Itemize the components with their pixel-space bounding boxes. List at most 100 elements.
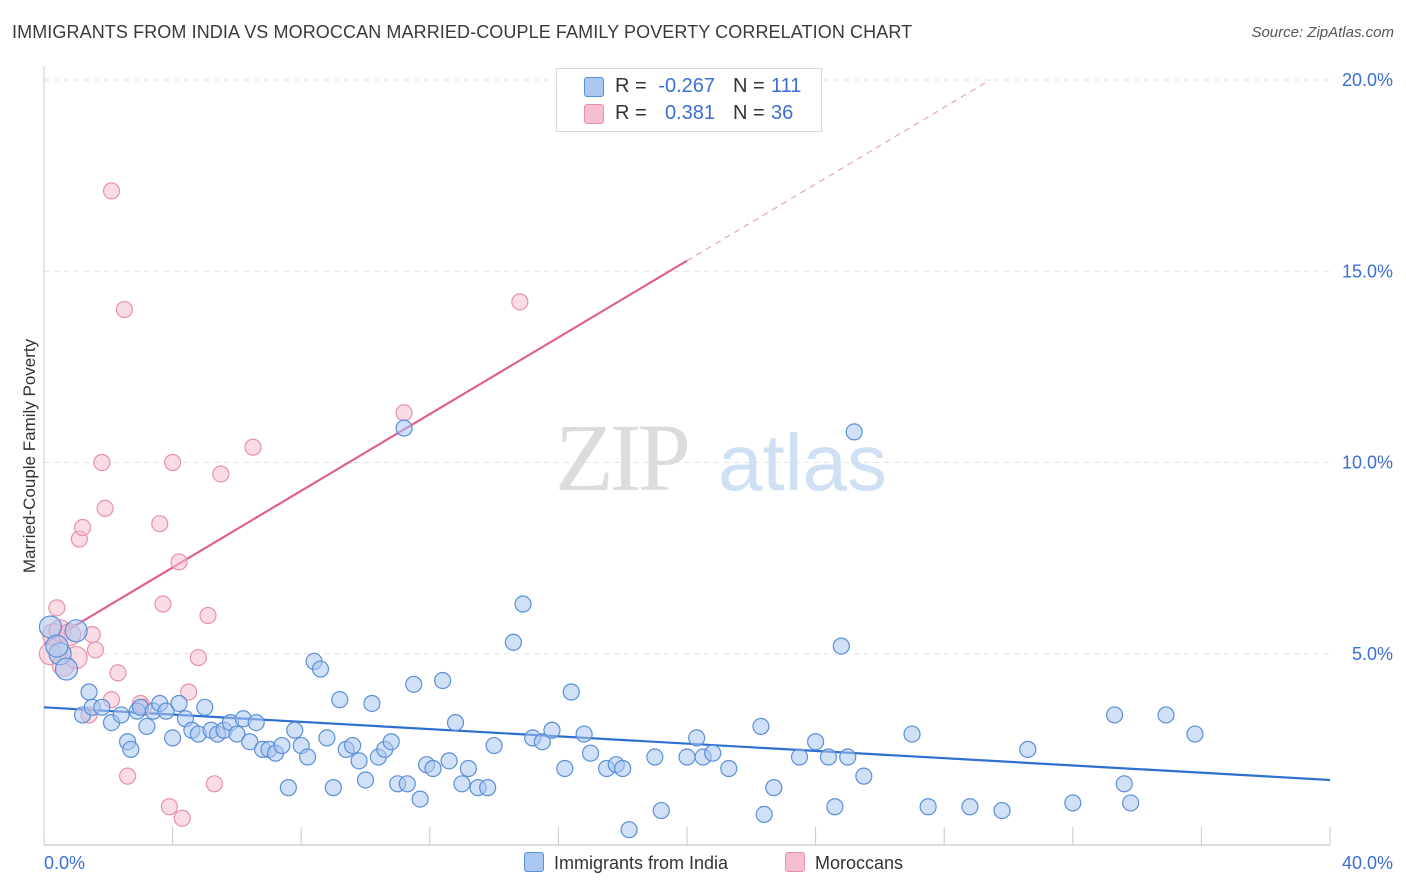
moroccan-point [244,438,262,456]
india-point [832,637,850,655]
india-point [164,729,182,747]
india-points [38,419,1204,839]
india-point [752,717,770,736]
moroccan-point [109,664,127,682]
india-point [678,748,696,766]
india-point [556,759,574,778]
chart-source: Source: ZipAtlas.com [1251,24,1394,41]
india-point [344,736,362,755]
y-tick-label: 5.0% [1352,644,1393,664]
india-point [453,775,471,793]
india-point [1064,794,1082,812]
grid-lines [44,79,1330,655]
india-point [356,771,375,789]
india-point [903,725,921,743]
india-point [614,759,632,778]
india-point [845,423,863,441]
legend-moroccan-label: Moroccans [815,853,904,873]
india-point [196,698,214,716]
india-point [993,801,1011,820]
india-point [247,713,265,732]
india-point [405,675,423,693]
moroccan-point [93,453,111,472]
india-point [279,779,297,797]
moroccan-point [189,648,207,667]
india-point [363,694,381,713]
india-point [620,821,638,839]
axes [43,66,1331,846]
india-point [1019,740,1037,758]
india-point [324,779,342,797]
y-tick-label: 10.0% [1342,453,1393,473]
india-point [806,733,825,751]
india-point [720,759,738,778]
india-point [318,729,336,747]
india-point [459,759,477,778]
india-point [93,698,111,716]
india-point [855,767,873,785]
india-point [1157,706,1175,724]
india-point [826,798,844,816]
watermark: ZIP atlas [555,404,887,511]
moroccan-point [115,300,133,319]
moroccan-point [48,599,66,617]
india-point [961,798,979,816]
india-n-value: 111 [771,75,802,97]
y-tick-label: 20.0% [1342,70,1393,90]
india-point [273,736,291,755]
india-point [398,775,416,793]
india-point [819,748,838,766]
india-point [157,702,175,720]
india-swatch [584,77,604,97]
india-point [112,706,130,724]
india-point [839,748,857,766]
india-point [646,748,664,766]
moroccan-point [180,683,198,701]
india-point [755,805,773,824]
india-point [228,725,246,743]
india-point [514,595,532,613]
india-point [533,733,551,751]
india-point [1122,794,1140,812]
moroccan-point [164,453,182,472]
moroccan-point [118,767,137,785]
moroccan-point [511,293,529,311]
india-point [241,733,259,751]
india-point [1105,706,1124,724]
moroccan-trend-extension [686,79,991,262]
moroccan-n-label: N = [733,102,765,124]
india-r-value: -0.267 [658,75,715,97]
india-point [790,748,809,766]
india-point [562,683,580,701]
legend-item-india: Immigrants from India [524,852,728,874]
trend-lines [43,79,1331,782]
india-point [45,634,69,658]
india-point [1186,725,1204,743]
india-point [395,419,413,437]
india-point [138,717,156,736]
india-n-label: N = [733,75,765,97]
moroccan-point [199,606,217,625]
india-point [485,736,503,755]
india-point [434,671,452,690]
india-point [440,752,458,770]
moroccan-point [154,595,172,613]
moroccan-n-value: 36 [771,102,794,124]
legend-item-moroccan: Moroccans [785,852,903,874]
india-point [299,748,317,766]
moroccan-r-label: R = [615,102,647,124]
moroccan-trend-line [43,259,688,646]
moroccan-point [73,518,92,537]
moroccan-point [173,809,191,827]
moroccan-point [96,499,114,517]
india-point [122,740,140,758]
moroccan-swatch [584,104,604,124]
india-point [688,729,706,747]
moroccan-point [212,465,230,483]
legend-moroccan-swatch [785,852,805,872]
india-point [765,779,783,797]
india-point [704,744,722,762]
india-point [1115,775,1133,793]
india-point [286,721,304,739]
